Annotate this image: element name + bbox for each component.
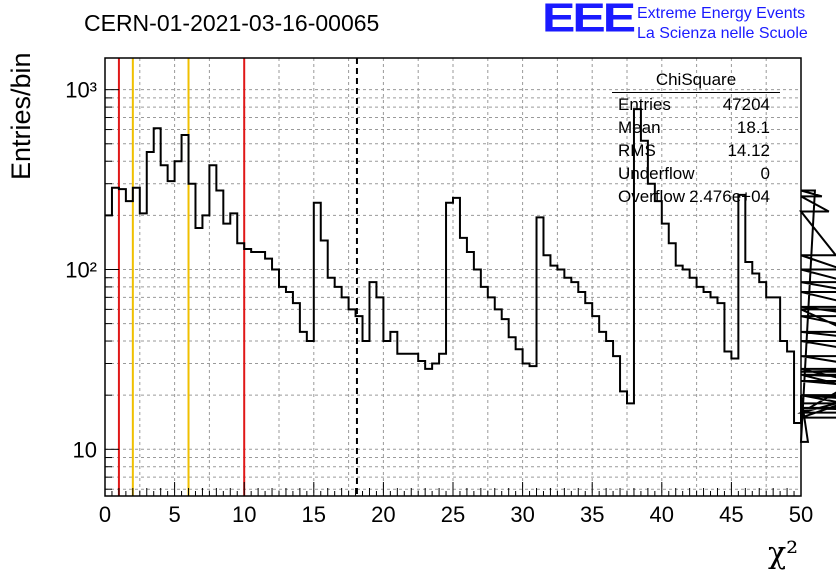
x-tick-label: 50: [789, 502, 813, 527]
stats-title: ChiSquare: [612, 70, 780, 93]
y-tick-label: 10³: [65, 78, 97, 103]
logo-tagline-1: Extreme Energy Events: [637, 5, 806, 22]
stat-value: 2.476e+04: [689, 187, 770, 206]
x-tick-label: 35: [580, 502, 604, 527]
eee-logo: EEE: [542, 0, 636, 41]
stat-name: Entries: [618, 95, 671, 114]
stat-value: 0: [760, 164, 770, 183]
y-axis-label: Entries/bin: [6, 52, 36, 180]
y-tick-label: 10²: [65, 257, 97, 282]
x-tick-label: 45: [719, 502, 743, 527]
x-tick-label: 0: [99, 502, 111, 527]
x-tick-label: 10: [232, 502, 256, 527]
x-tick-label: 15: [302, 502, 326, 527]
y-axis: 10 10² 10³: [65, 78, 119, 490]
stats-box: ChiSquare Entries 47204 Mean 18.1 RMS 14…: [612, 70, 780, 210]
chart-title: CERN-01-2021-03-16-00065: [84, 10, 380, 36]
x-tick-label: 5: [168, 502, 180, 527]
x-axis: 0 5 10 15 20 25 30 35 40 45 50: [99, 482, 813, 527]
x-tick-label: 25: [441, 502, 465, 527]
stat-name: Underflow: [618, 164, 695, 183]
x-tick-label: 30: [510, 502, 534, 527]
stat-value: 14.12: [727, 141, 770, 160]
stat-name: Overflow: [618, 187, 686, 206]
stat-name: Mean: [618, 118, 661, 137]
stat-row-overflow: Overflow 2.476e+04: [612, 187, 780, 210]
stat-row-entries: Entries 47204: [612, 95, 780, 118]
x-tick-label: 20: [371, 502, 395, 527]
x-tick-label: 40: [650, 502, 674, 527]
stat-value: 18.1: [736, 118, 770, 137]
reference-lines: [117, 58, 358, 496]
stat-row-underflow: Underflow 0: [612, 164, 780, 187]
y-tick-label: 10: [73, 437, 97, 462]
logo-tagline-2: La Scienza nelle Scuole: [637, 25, 808, 42]
stat-value: 47204: [722, 95, 770, 114]
stat-row-rms: RMS 14.12: [612, 141, 780, 164]
stat-name: RMS: [618, 141, 656, 160]
stat-row-mean: Mean 18.1: [612, 118, 780, 141]
x-axis-label: χ²: [768, 536, 799, 571]
